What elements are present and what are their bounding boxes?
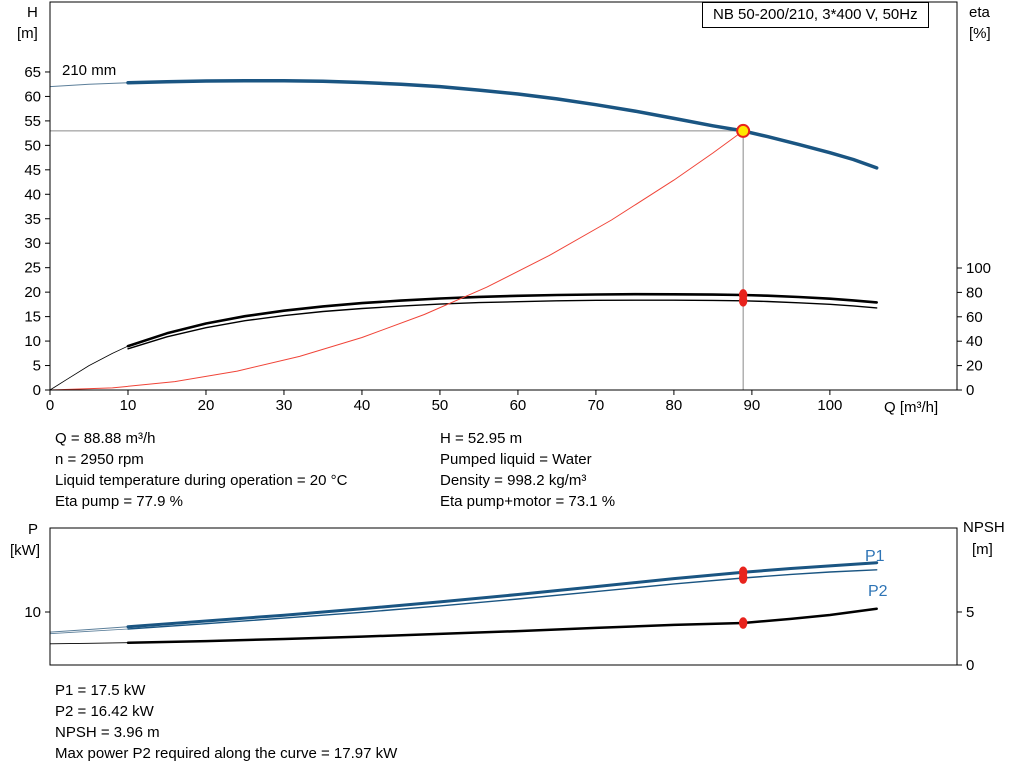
x-tick-label: 50 [432, 397, 449, 414]
NPSH-tick-label: 5 [966, 604, 974, 621]
npsh-text: NPSH = 3.96 m [55, 724, 160, 741]
H-tick-label: 50 [24, 137, 41, 154]
hq-chart-svg: 0 5 10 15 20 25 30 35 40 45 50 55 60 65 0 20 40 60 80 100 0 1… [24, 1, 991, 414]
eta-pump-motor-curve [127, 299, 878, 350]
H-tick-label: 25 [24, 260, 41, 277]
H-tick-label: 55 [24, 113, 41, 130]
p1-curve [126, 561, 879, 629]
p2-curve-lead [49, 628, 129, 635]
eta-pump-motor-dot [738, 295, 748, 307]
eta-axis-unit: [%] [969, 25, 991, 42]
H-tick-label: 45 [24, 162, 41, 179]
x-tick-label: 0 [46, 397, 54, 414]
x-tick-label: 60 [510, 397, 527, 414]
eta-tick-label: 20 [966, 358, 983, 375]
pumped-liquid-text: Pumped liquid = Water [440, 451, 592, 468]
H-tick-label: 15 [24, 309, 41, 326]
h-axis-label: H [27, 4, 38, 21]
x-tick-label: 70 [588, 397, 605, 414]
duty-info-left: Q = 88.88 m³/h n = 2950 rpm Liquid tempe… [55, 428, 347, 512]
p2-text: P2 = 16.42 kW [55, 703, 154, 720]
npsh-curve [126, 607, 878, 644]
pump-curve-lead [49, 82, 129, 88]
duty-info-right: H = 52.95 m Pumped liquid = Water Densit… [440, 428, 615, 512]
x-tick-label: 40 [354, 397, 371, 414]
eta-pump-curve-lead [49, 345, 129, 391]
x-tick-label: 30 [276, 397, 293, 414]
x-tick-label: 100 [817, 397, 842, 414]
H-tick-label: 65 [24, 64, 41, 81]
p1-text: P1 = 17.5 kW [55, 682, 146, 699]
eta-tick-label: 0 [966, 382, 974, 399]
eta-tick-label: 40 [966, 333, 983, 350]
eta-tick-label: 100 [966, 260, 991, 277]
p2-curve-label: P2 [868, 583, 888, 600]
x-tick-label: 20 [198, 397, 215, 414]
H-tick-label: 35 [24, 211, 41, 228]
p1-curve-label: P1 [865, 548, 885, 565]
p-axis-unit: [kW] [10, 542, 40, 559]
p-axis-label: P [28, 521, 39, 538]
H-tick-label: 0 [33, 382, 41, 399]
power-info: P1 = 17.5 kW P2 = 16.42 kW NPSH = 3.96 m… [55, 680, 397, 764]
eta-tick-label: 60 [966, 309, 983, 326]
duty-speed-text: n = 2950 rpm [55, 451, 144, 468]
h-axis-unit: [m] [17, 25, 38, 42]
x-tick-label: 10 [120, 397, 137, 414]
npsh-dot [738, 617, 748, 629]
system-curve [49, 130, 744, 391]
H-tick-label: 40 [24, 186, 41, 203]
eta-axis-label: eta [969, 4, 990, 21]
H-tick-label: 30 [24, 235, 41, 252]
npsh-axis-unit: [m] [972, 541, 993, 558]
density-text: Density = 998.2 kg/m³ [440, 472, 587, 489]
hq-plot-frame [49, 1, 958, 391]
x-tick-label: 90 [744, 397, 761, 414]
H-tick-label: 5 [33, 358, 41, 375]
eta-pump-text: Eta pump = 77.9 % [55, 493, 183, 510]
max-power-text: Max power P2 required along the curve = … [55, 745, 398, 762]
duty-point-marker[interactable] [736, 123, 751, 138]
pump-model-box: NB 50-200/210, 3*400 V, 50Hz [702, 2, 929, 28]
H-tick-label: 20 [24, 284, 41, 301]
power-npsh-chart-svg: 10 0 5 [24, 527, 974, 674]
H-tick-label: 60 [24, 88, 41, 105]
pq-plot-frame [49, 527, 958, 666]
duty-h-text: H = 52.95 m [440, 430, 523, 447]
p2-curve [127, 569, 878, 630]
P-tick-label: 10 [24, 604, 41, 621]
impeller-diameter-label: 210 mm [62, 62, 117, 79]
npsh-axis-label: NPSH [963, 519, 1005, 536]
npsh-curve-lead [49, 642, 129, 645]
eta-tick-label: 80 [966, 284, 983, 301]
NPSH-tick-label: 0 [966, 657, 974, 674]
eta-pump-motor-text: Eta pump+motor = 73.1 % [440, 493, 616, 510]
q-axis-label: Q [m³/h] [884, 399, 939, 416]
eta-pump-curve [126, 292, 879, 348]
x-tick-label: 80 [666, 397, 683, 414]
duty-q-text: Q = 88.88 m³/h [55, 430, 156, 447]
liquid-temp-text: Liquid temperature during operation = 20… [55, 472, 348, 489]
pump-curve-210mm [126, 79, 879, 170]
p2-dot [738, 572, 748, 584]
H-tick-label: 10 [24, 333, 41, 350]
p1-curve-lead [49, 626, 129, 633]
